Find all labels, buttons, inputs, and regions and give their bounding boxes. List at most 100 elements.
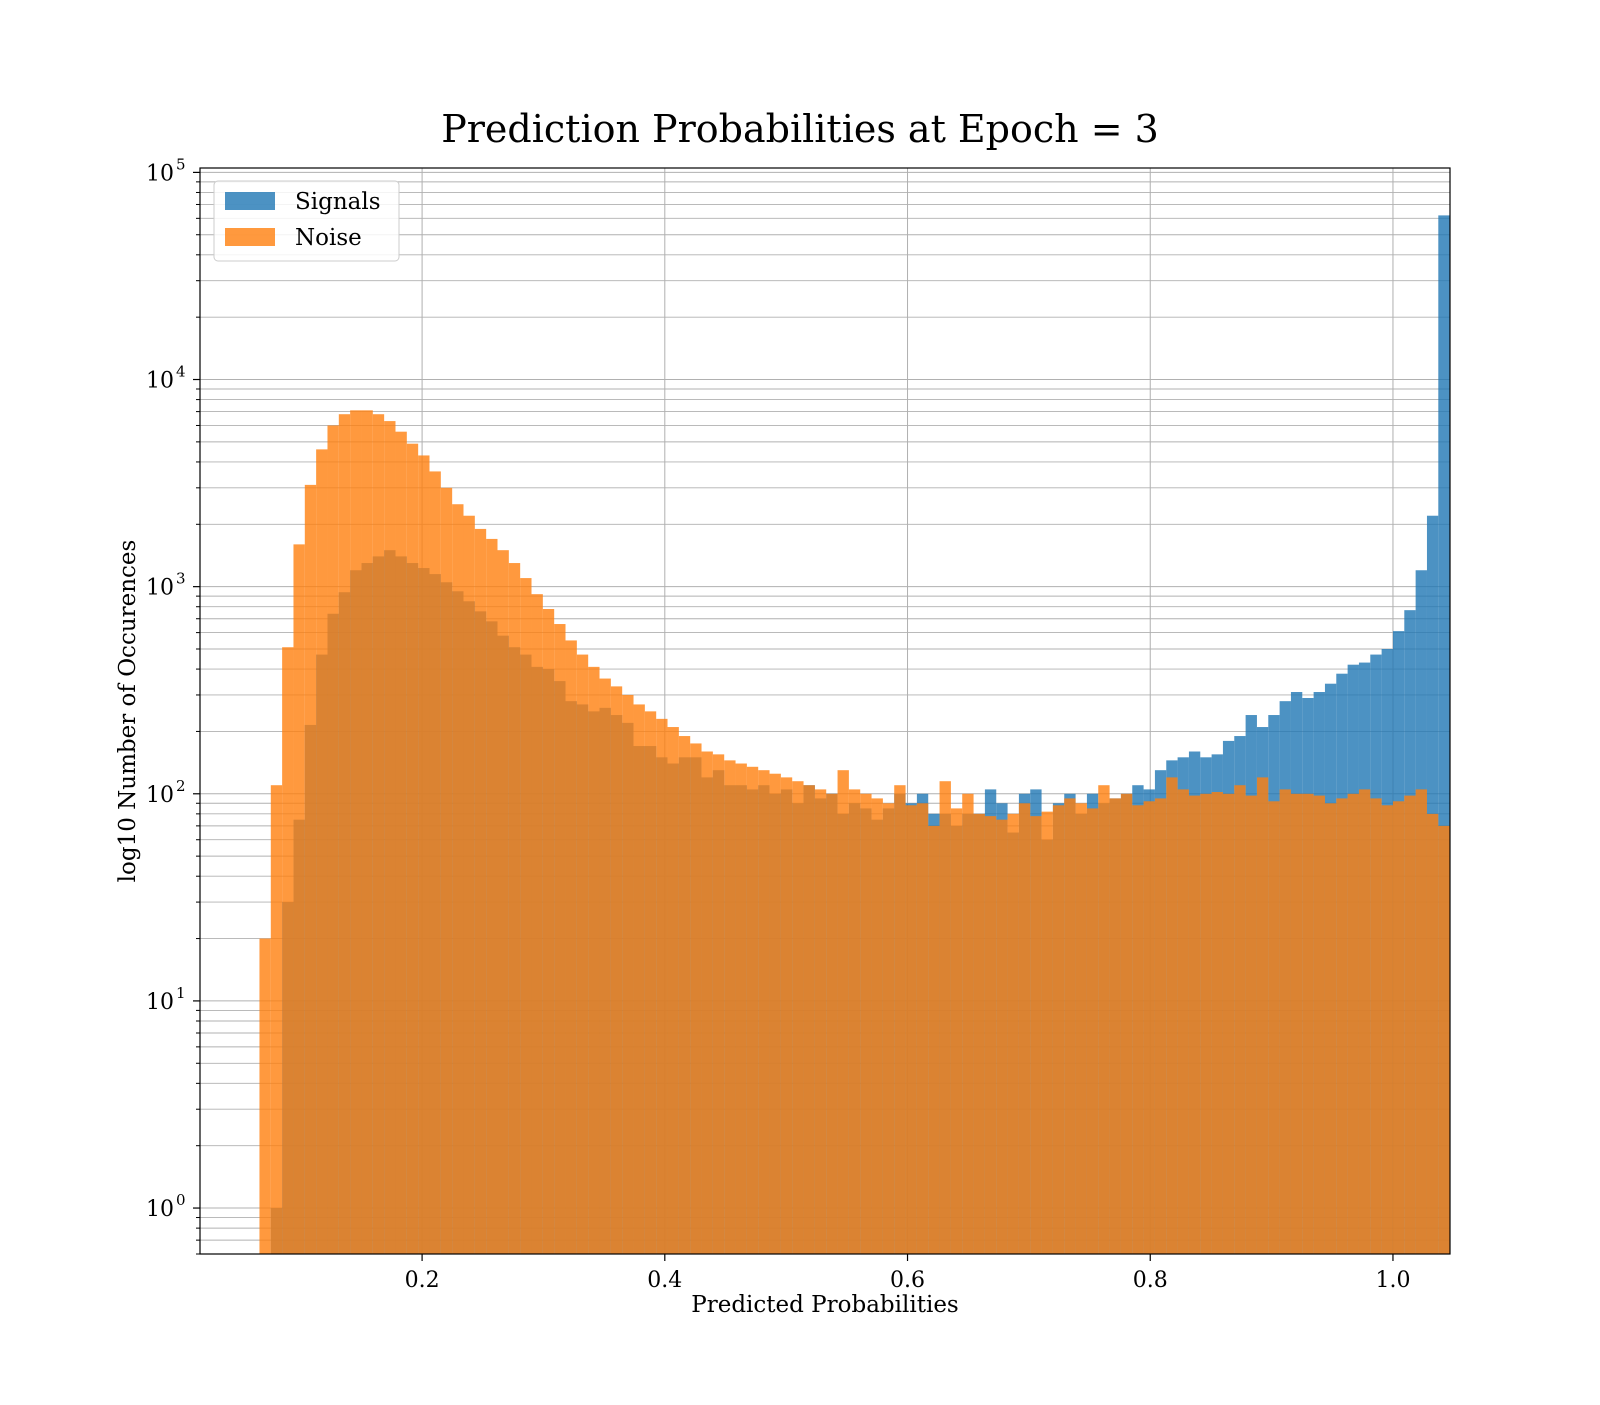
y-tick-exponent: 2	[176, 777, 186, 795]
x-axis-label: Predicted Probabilities	[691, 1292, 959, 1318]
y-tick-exponent: 3	[176, 570, 186, 588]
noise-bar	[780, 777, 793, 1254]
noise-bar	[1120, 793, 1133, 1254]
noise-bar	[384, 421, 396, 1254]
y-tick-label: 10	[146, 783, 174, 808]
legend-swatch-signals	[225, 192, 275, 210]
noise-bar	[803, 785, 815, 1254]
x-tick-label: 0.8	[1133, 1268, 1168, 1293]
noise-bar	[996, 819, 1008, 1254]
noise-bar	[792, 781, 804, 1254]
x-tick-label: 0.6	[890, 1268, 925, 1293]
x-axis-ticks: 0.2 0.4 0.6 0.8 1.0	[405, 1254, 1410, 1293]
histogram-bars	[259, 215, 1450, 1255]
noise-bar	[406, 443, 419, 1254]
x-tick-label: 1.0	[1375, 1268, 1410, 1293]
noise-bar	[1245, 795, 1257, 1254]
noise-bar	[1222, 793, 1235, 1254]
y-tick-label: 10	[146, 990, 174, 1015]
noise-bar	[259, 938, 271, 1254]
noise-bar	[1438, 825, 1450, 1254]
noise-bar	[1234, 785, 1246, 1254]
noise-bar	[882, 803, 895, 1254]
legend-swatch-noise	[225, 228, 275, 246]
noise-bar	[497, 550, 509, 1254]
noise-bar	[735, 763, 747, 1254]
noise-bar	[1064, 798, 1076, 1254]
noise-bar	[395, 431, 407, 1254]
y-tick-label: 10	[146, 576, 174, 601]
noise-bar	[565, 640, 577, 1254]
noise-bar	[508, 563, 521, 1254]
noise-bar	[667, 727, 679, 1254]
noise-bar	[1177, 789, 1189, 1254]
x-tick-label: 0.2	[405, 1268, 440, 1293]
noise-bar	[950, 808, 963, 1254]
noise-bar	[712, 754, 725, 1254]
legend-label-noise: Noise	[295, 225, 362, 251]
noise-bar	[746, 766, 759, 1254]
noise-bar	[327, 425, 339, 1254]
noise-bar	[372, 414, 385, 1255]
noise-bar	[599, 678, 611, 1254]
noise-bar	[1109, 798, 1121, 1254]
legend: Signals Noise	[213, 180, 400, 262]
noise-bar	[554, 624, 566, 1254]
noise-bar	[928, 825, 940, 1254]
noise-bar	[656, 718, 668, 1254]
noise-bar	[973, 813, 985, 1254]
y-axis-label: log10 Number of Occurences	[115, 540, 141, 883]
noise-bar	[520, 578, 532, 1254]
noise-bar	[894, 785, 906, 1254]
noise-bar	[576, 654, 589, 1254]
noise-bar	[1279, 789, 1291, 1254]
noise-bar	[939, 781, 951, 1254]
series-noise	[259, 410, 1450, 1255]
noise-bar	[837, 770, 849, 1254]
plot-frame	[199, 167, 1451, 1255]
noise-bar	[1052, 805, 1065, 1254]
noise-bar	[1086, 808, 1099, 1254]
noise-bar	[610, 686, 623, 1254]
noise-bar	[350, 410, 362, 1254]
noise-bar	[724, 760, 736, 1254]
noise-bar	[588, 666, 600, 1254]
noise-bar	[962, 793, 974, 1254]
noise-bar	[1347, 793, 1359, 1254]
noise-bar	[1336, 798, 1348, 1254]
noise-bar	[633, 704, 645, 1254]
noise-bar	[1324, 803, 1337, 1254]
noise-bar	[848, 789, 861, 1254]
noise-bar	[270, 785, 283, 1254]
noise-bar	[542, 609, 555, 1254]
noise-bar	[361, 410, 373, 1254]
noise-bar	[1018, 803, 1031, 1254]
noise-bar	[1030, 816, 1042, 1254]
noise-bar	[316, 449, 328, 1254]
noise-bar	[916, 803, 929, 1254]
y-tick-exponent: 4	[176, 363, 186, 381]
noise-bar	[678, 736, 691, 1254]
noise-bar	[463, 515, 475, 1254]
noise-bar	[1381, 805, 1393, 1254]
x-tick-label: 0.4	[647, 1268, 682, 1293]
noise-bar	[1256, 777, 1269, 1254]
noise-bar	[418, 455, 430, 1254]
noise-bar	[690, 743, 702, 1254]
y-tick-exponent: 5	[176, 155, 186, 173]
noise-bar	[1166, 777, 1178, 1254]
chart-title: Prediction Probabilities at Epoch = 3	[441, 107, 1159, 151]
noise-bar	[1211, 792, 1223, 1254]
y-tick-exponent: 0	[176, 1191, 186, 1209]
signals-bar	[1438, 215, 1450, 1255]
y-tick-exponent: 1	[176, 984, 186, 1002]
noise-bar	[1200, 793, 1212, 1254]
noise-bar	[429, 471, 441, 1254]
noise-bar	[622, 694, 634, 1254]
noise-bar	[644, 711, 657, 1254]
noise-bar	[1392, 801, 1405, 1254]
noise-bar	[1358, 789, 1371, 1254]
noise-bar	[338, 414, 351, 1255]
noise-bar	[474, 528, 487, 1254]
